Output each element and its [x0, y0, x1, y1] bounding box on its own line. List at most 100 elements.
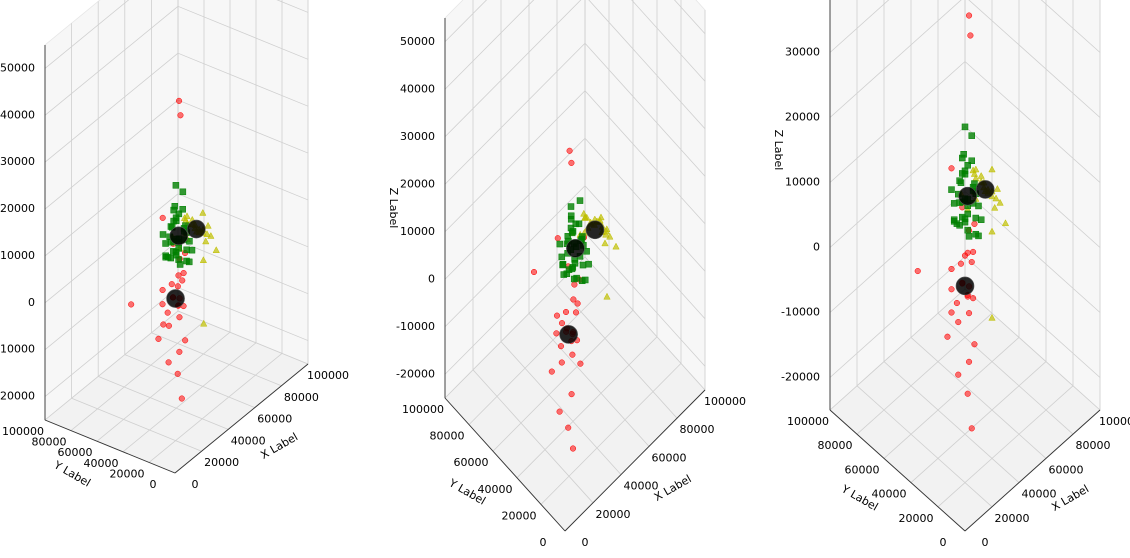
- data-point-green: [159, 231, 167, 238]
- data-point-red: [966, 310, 973, 317]
- data-point-green: [579, 261, 587, 269]
- gridline-x: [177, 310, 309, 365]
- gridline-z: [588, 0, 706, 130]
- data-point-green: [556, 240, 564, 248]
- gridline-x: [964, 288, 1101, 411]
- gridline-x: [937, 312, 1074, 435]
- y-tick-label: 60000: [845, 463, 880, 476]
- data-point-red: [566, 147, 573, 154]
- z-tick-label: -10000: [396, 320, 435, 333]
- gridline-x: [856, 385, 993, 508]
- data-point-red: [556, 408, 563, 415]
- y-tick-label: 40000: [84, 457, 119, 470]
- data-point-red: [179, 277, 186, 284]
- data-point-red: [569, 351, 576, 358]
- gridline-y: [492, 309, 634, 452]
- data-point-red: [953, 299, 960, 307]
- gridline-y: [44, 310, 179, 421]
- gridline-z: [276, 0, 309, 13]
- data-point-red: [176, 314, 183, 321]
- data-point-red: [971, 220, 978, 227]
- data-point-yellow: [993, 184, 1002, 192]
- gridline-z: [44, 287, 179, 397]
- z-tick-label: 20000: [400, 177, 435, 190]
- x-axis-label: X Label: [652, 472, 694, 504]
- z-tick-label: -20000: [0, 390, 35, 403]
- z-tick-label: 40000: [0, 108, 35, 121]
- gridline-z: [177, 193, 309, 248]
- data-point-red: [182, 337, 189, 344]
- data-point-red: [569, 445, 577, 452]
- data-point-red: [570, 296, 577, 303]
- z-tick-label: 10000: [400, 225, 435, 238]
- data-point-yellow: [988, 165, 996, 173]
- data-point-red: [968, 425, 975, 432]
- data-point-red: [159, 286, 166, 294]
- gridline-z: [177, 240, 309, 295]
- data-point-red: [155, 335, 162, 342]
- data-point-red: [548, 368, 555, 375]
- z-tick-label: 40000: [400, 82, 435, 95]
- gridline-z: [964, 256, 1101, 378]
- gridline-z: [444, 42, 586, 185]
- x-tick-label: 40000: [1022, 488, 1057, 501]
- data-point-red: [530, 268, 538, 276]
- gridline-x: [500, 341, 622, 475]
- y-axis-line: [44, 419, 176, 474]
- data-point-green: [567, 224, 575, 232]
- y-tick-label: 100000: [787, 415, 829, 428]
- data-point-green: [572, 220, 580, 228]
- data-point-green: [183, 257, 190, 265]
- data-point-red: [970, 248, 977, 255]
- gridline-z: [829, 61, 966, 183]
- z-tick-label: 30000: [400, 130, 435, 143]
- centroid-marker: [975, 180, 995, 199]
- centroid-marker: [566, 239, 585, 258]
- data-point-green: [186, 237, 193, 245]
- gridline-z: [444, 0, 488, 43]
- data-point-red: [948, 286, 955, 293]
- data-point-green: [585, 260, 592, 268]
- gridline-y: [829, 288, 966, 411]
- data-point-red: [970, 295, 977, 302]
- gridline-z: [44, 0, 130, 69]
- data-point-red: [174, 283, 181, 290]
- x-tick-label: 20000: [204, 456, 239, 469]
- data-point-red: [562, 308, 570, 316]
- y-tick-label: 20000: [110, 467, 145, 480]
- z-tick-label: 10000: [0, 249, 35, 262]
- z-tick-label: 0: [28, 296, 35, 309]
- gridline-x: [71, 397, 202, 452]
- y-tick-label: 60000: [454, 456, 489, 469]
- data-point-green: [558, 253, 566, 261]
- z-tick-label: 20000: [0, 202, 35, 215]
- data-point-green: [950, 200, 958, 207]
- data-point-red: [966, 358, 973, 365]
- data-point-green: [565, 266, 573, 273]
- data-point-green: [968, 132, 975, 139]
- centroid-marker: [958, 186, 978, 206]
- data-point-red: [128, 301, 135, 308]
- data-point-green: [176, 261, 184, 268]
- gridline-x: [556, 284, 678, 419]
- gridline-x: [124, 354, 255, 408]
- data-point-red: [168, 281, 175, 288]
- centroid-marker: [166, 289, 185, 308]
- gridline-z: [968, 0, 1101, 118]
- data-point-green: [573, 274, 580, 282]
- z-axis-label: Z Label: [772, 130, 785, 171]
- gridline-x: [910, 337, 1047, 459]
- data-point-green: [964, 226, 971, 234]
- y-tick-label: 100000: [402, 403, 444, 416]
- data-point-green: [560, 271, 568, 278]
- z-tick-label: 10000: [785, 176, 820, 189]
- data-point-red: [957, 260, 965, 267]
- y-axis-label: Y Label: [446, 476, 488, 508]
- data-point-red: [554, 235, 561, 242]
- z-tick-label: 0: [428, 272, 435, 285]
- chart-panel-1: 0200004000060000800001000000200004000060…: [0, 0, 349, 491]
- data-point-yellow: [204, 221, 212, 229]
- data-point-red: [159, 301, 166, 308]
- z-tick-label: 20000: [785, 111, 820, 124]
- chart-panel-3: 0200004000060000800001000000200004000060…: [772, 0, 1130, 549]
